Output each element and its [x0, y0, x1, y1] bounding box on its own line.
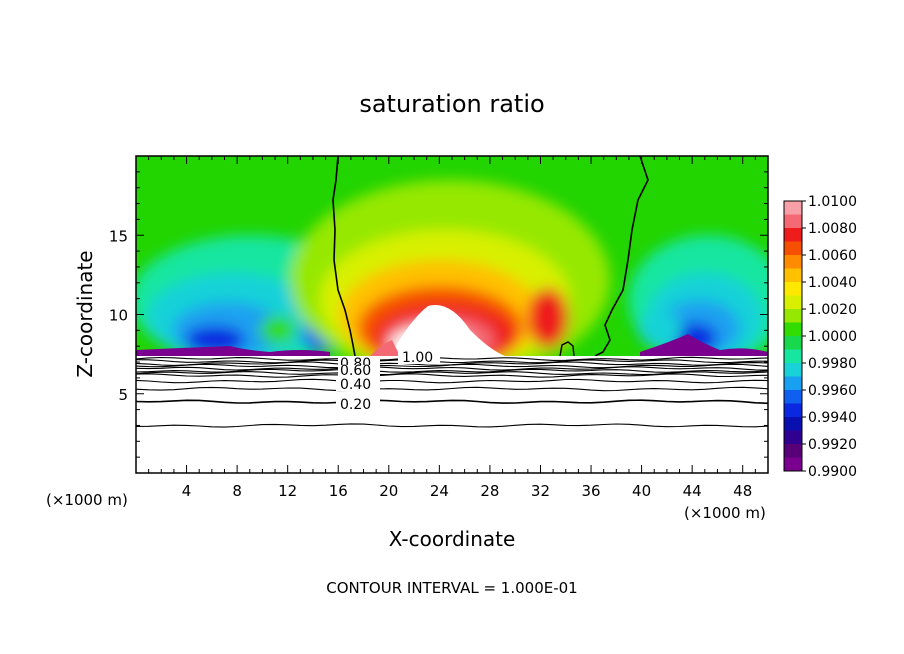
x-tick-label: 4	[182, 482, 192, 500]
x-tick-label: 48	[733, 482, 752, 500]
saturation-contour-left	[332, 156, 356, 356]
contour-line	[136, 386, 768, 392]
colorbar-swatch	[784, 376, 802, 391]
contour-line	[136, 356, 768, 361]
saturation-contour-right	[594, 156, 649, 356]
x-tick-label: 28	[480, 482, 499, 500]
contour-label-3: 0.60	[340, 363, 371, 379]
colorbar-swatch	[784, 417, 802, 431]
y-tick-label: 15	[109, 227, 128, 245]
contour-line	[136, 359, 768, 364]
x-tick-label: 8	[232, 482, 242, 500]
colorbar-swatch	[784, 430, 802, 445]
contour-line	[136, 363, 768, 369]
colorbar-swatch	[784, 282, 802, 296]
colorbar-label: 0.9920	[808, 437, 857, 453]
colorbar-swatch	[784, 214, 802, 229]
colorbar-label: 1.0080	[808, 221, 857, 237]
contour-line	[136, 371, 768, 376]
y-tick-label: 5	[118, 386, 128, 404]
colorbar-swatch	[784, 457, 802, 472]
y-axis-label: Z-coordinate	[73, 250, 97, 377]
colorbar-label: 0.9900	[808, 464, 857, 480]
contour-line	[136, 378, 768, 384]
colorbar-label: 0.9940	[808, 410, 857, 426]
colorbar-swatch	[784, 363, 802, 377]
contour-line	[136, 423, 768, 428]
colorbar-swatch	[784, 403, 802, 418]
colorbar-label: 0.9980	[808, 356, 857, 372]
x-tick-label: 32	[531, 482, 550, 500]
colorbar-swatch	[784, 390, 802, 404]
colorbar-swatch	[784, 255, 802, 269]
colorbar-label: 1.0040	[808, 275, 857, 291]
x-tick-label: 36	[581, 482, 600, 500]
y-axis: 5 10 15	[109, 171, 768, 458]
contour-line	[136, 368, 768, 373]
contour-label-5: 0.20	[340, 397, 371, 413]
x-axis: 4 8 12 16 20 24 28 32 36 40 44 48	[148, 156, 756, 500]
colorbar-label: 1.0060	[808, 248, 857, 264]
x-axis-label: X-coordinate	[389, 527, 516, 551]
contour-line	[136, 373, 768, 378]
colorbar-swatch	[784, 241, 802, 256]
saturation-field	[136, 156, 768, 356]
colorbar-label: 0.9960	[808, 383, 857, 399]
contour-label-4: 0.40	[340, 377, 371, 393]
colorbar-label: 1.0020	[808, 302, 857, 318]
colorbar-swatch	[784, 444, 802, 458]
x-tick-label: 16	[329, 482, 348, 500]
colorbar-label: 1.0100	[808, 194, 857, 210]
y-tick-label: 10	[109, 307, 128, 325]
colorbar-label: 1.0000	[808, 329, 857, 345]
colorbar-swatch	[784, 336, 802, 350]
x-tick-label: 20	[379, 482, 398, 500]
contour-interval-footer: CONTOUR INTERVAL = 1.000E-01	[326, 579, 577, 597]
colorbar-swatch	[784, 349, 802, 364]
colorbar-swatch	[784, 322, 802, 337]
x-tick-label: 12	[278, 482, 297, 500]
x-tick-label: 24	[430, 482, 449, 500]
chart-title: saturation ratio	[359, 90, 544, 118]
x-unit-right: (×1000 m)	[684, 504, 766, 522]
colorbar-swatch	[784, 268, 802, 283]
colorbar-swatch	[784, 309, 802, 323]
colorbar-swatch	[784, 201, 802, 215]
contour-line	[136, 399, 768, 405]
colorbar-swatch	[784, 228, 802, 242]
colorbar-swatch	[784, 295, 802, 310]
x-tick-label: 44	[683, 482, 702, 500]
colorbar: 1.0100 1.0080 1.0060 1.0040 1.0020 1.0000 0.99…	[783, 194, 857, 480]
contour-labels: 1.00 0.80 0.60 0.40 0.20	[336, 350, 440, 413]
contour-lines	[136, 356, 768, 428]
x-tick-label: 40	[632, 482, 651, 500]
contour-line	[136, 366, 768, 371]
x-unit-left: (×1000 m)	[46, 491, 128, 509]
contour-label-1: 1.00	[402, 350, 433, 366]
